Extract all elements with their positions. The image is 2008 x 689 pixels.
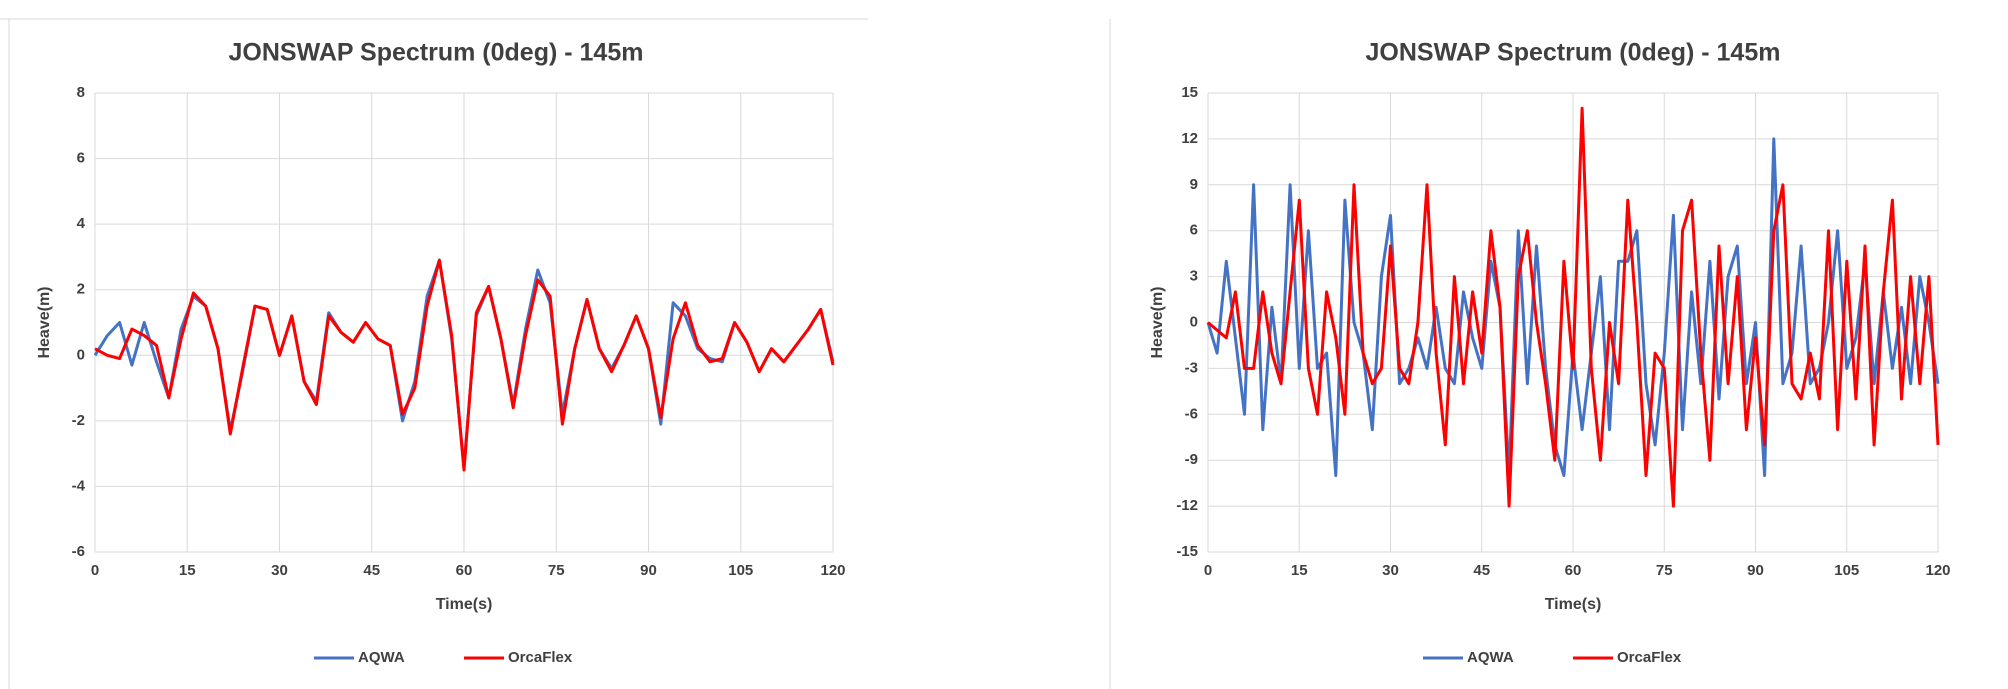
y-tick-label: -6 <box>1185 405 1198 422</box>
x-tick-label: 60 <box>1565 562 1582 579</box>
x-tick-label: 105 <box>728 562 753 579</box>
y-tick-label: -15 <box>1176 543 1198 560</box>
x-tick-label: 75 <box>1656 562 1673 579</box>
y-tick-label: -4 <box>72 477 86 494</box>
x-axis-label: Time(s) <box>436 596 493 613</box>
series-line <box>94 258 835 472</box>
y-tick-label: -2 <box>72 412 85 429</box>
y-tick-label: 15 <box>1181 84 1198 101</box>
y-tick-label: 4 <box>77 215 86 232</box>
legend-label: OrcaFlex <box>508 649 573 666</box>
x-tick-label: 45 <box>363 562 380 579</box>
y-tick-label: 6 <box>1190 222 1198 239</box>
x-tick-label: 105 <box>1834 562 1859 579</box>
y-tick-label: -12 <box>1176 497 1198 514</box>
y-axis-label: Heave(m) <box>1149 286 1166 358</box>
x-tick-label: 75 <box>548 562 565 579</box>
y-tick-label: -3 <box>1185 359 1198 376</box>
x-tick-label: 0 <box>91 562 99 579</box>
x-tick-label: 120 <box>1925 562 1950 579</box>
series-line <box>1207 106 1940 508</box>
x-tick-label: 15 <box>1291 562 1308 579</box>
y-tick-label: 2 <box>77 281 85 298</box>
legend-label: AQWA <box>1467 649 1514 666</box>
x-tick-label: 30 <box>271 562 288 579</box>
y-tick-label: 3 <box>1190 268 1198 285</box>
y-tick-label: 8 <box>77 84 85 101</box>
y-tick-label: 12 <box>1181 130 1198 147</box>
legend-label: OrcaFlex <box>1617 649 1682 666</box>
y-tick-label: 9 <box>1190 176 1198 193</box>
y-tick-label: 0 <box>1190 313 1198 330</box>
y-tick-label: -6 <box>72 543 85 560</box>
x-tick-label: 90 <box>1747 562 1764 579</box>
chart-title: JONSWAP Spectrum (0deg) - 145m <box>1366 39 1781 67</box>
x-tick-label: 15 <box>179 562 196 579</box>
x-axis-label: Time(s) <box>1545 596 1602 613</box>
x-tick-label: 45 <box>1473 562 1490 579</box>
chart-title: JONSWAP Spectrum (0deg) - 145m <box>229 39 644 67</box>
legend-label: AQWA <box>358 649 405 666</box>
x-tick-label: 90 <box>640 562 657 579</box>
y-tick-label: -9 <box>1185 451 1198 468</box>
x-tick-label: 0 <box>1204 562 1212 579</box>
x-tick-label: 30 <box>1382 562 1399 579</box>
x-tick-label: 60 <box>456 562 473 579</box>
y-tick-label: 6 <box>77 150 85 167</box>
y-tick-label: 0 <box>77 346 85 363</box>
x-tick-label: 120 <box>820 562 845 579</box>
y-axis-label: Heave(m) <box>36 286 53 358</box>
